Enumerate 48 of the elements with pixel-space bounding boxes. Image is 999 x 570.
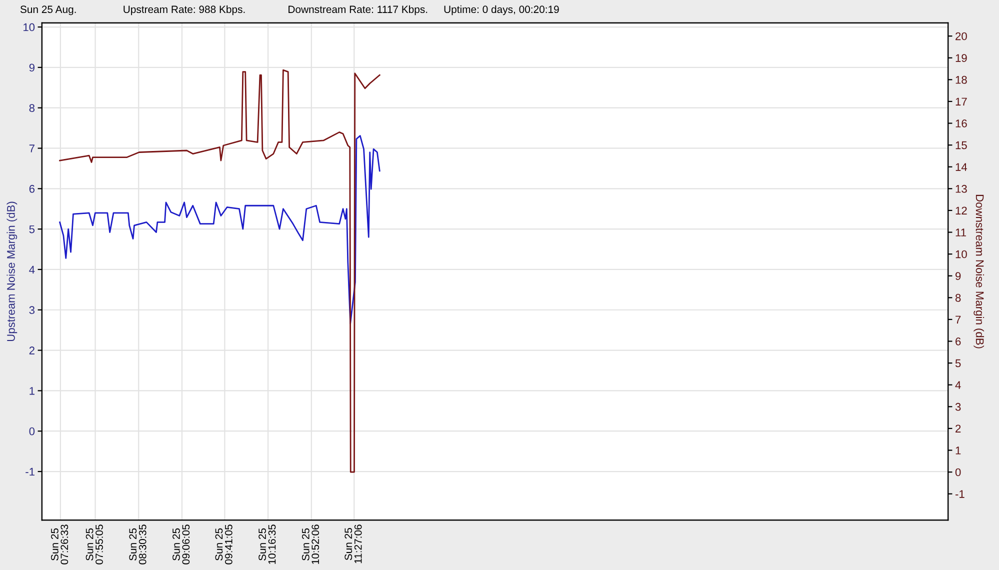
y-tick-label: 6 [29, 184, 35, 193]
y2-tick-label: 17 [956, 98, 967, 106]
y2-tick-label: 14 [956, 163, 968, 171]
y-tick-label: 4 [29, 266, 35, 274]
y2-tick-label: 5 [955, 359, 961, 368]
y2-tick-label: -1 [955, 490, 964, 498]
x-tick-label: Sun 25 09:41:05 [215, 524, 232, 564]
x-tick-label: Sun 25 07:26:33 [51, 524, 68, 564]
x-tick-label: Sun 25 08:30:35 [129, 524, 146, 564]
y2-tick-label: 15 [956, 141, 967, 150]
y-tick-label: 0 [29, 427, 35, 436]
y2-tick-label: 16 [956, 120, 967, 128]
y-tick-label: 1 [30, 387, 34, 395]
y-tick-label: 7 [29, 144, 34, 152]
y2-tick-label: 1 [956, 446, 961, 454]
y-axis-title: Upstream Noise Margin (dB) [6, 202, 18, 342]
y2-axis-title: Downstream Noise Margin (dB) [974, 194, 984, 348]
y-tick-label: 10 [24, 23, 35, 32]
y-tick-label: 3 [29, 306, 35, 314]
chart-title: Sun 25 Aug. [20, 6, 76, 16]
x-tick-label: Sun 25 09:06:05 [172, 524, 190, 564]
y2-tick-label: 7 [956, 316, 961, 324]
y2-tick-label: 12 [956, 206, 967, 214]
x-tick-label: Sun 25 07:55:05 [86, 524, 103, 564]
y-tick-label: 5 [29, 225, 35, 234]
y2-tick-label: 0 [955, 468, 961, 476]
y2-tick-label: 19 [956, 54, 967, 62]
y-tick-label: 8 [29, 104, 35, 112]
y2-tick-label: 2 [956, 424, 961, 432]
x-tick-label: Sun 25 10:16:35 [258, 524, 276, 564]
y2-tick-label: 9 [956, 272, 961, 280]
y2-tick-label: 18 [956, 76, 967, 84]
x-tick-label: Sun 25 10:52:06 [302, 524, 320, 564]
x-tick-label: Sun 25 11:27:06 [344, 524, 362, 564]
y-tick-label: 9 [29, 64, 34, 72]
y2-tick-label: 20 [956, 32, 967, 40]
y2-tick-label: 4 [955, 381, 961, 389]
y2-tick-label: 10 [956, 250, 967, 258]
y2-tick-label: 11 [956, 228, 966, 236]
y2-tick-label: 6 [956, 338, 961, 346]
y2-tick-label: 8 [955, 294, 961, 302]
text: Uptime: 0 days, 00:20:19 [444, 5, 559, 16]
y2-tick-label: 13 [956, 184, 967, 193]
y-tick-label: 2 [29, 346, 34, 354]
y2-tick-label: 3 [955, 402, 961, 411]
text: Downstream Rate: 1117 Kbps. [288, 5, 428, 16]
text: Upstream Rate: 988 Kbps. [124, 5, 245, 16]
y-tick-label: -1 [26, 468, 34, 476]
